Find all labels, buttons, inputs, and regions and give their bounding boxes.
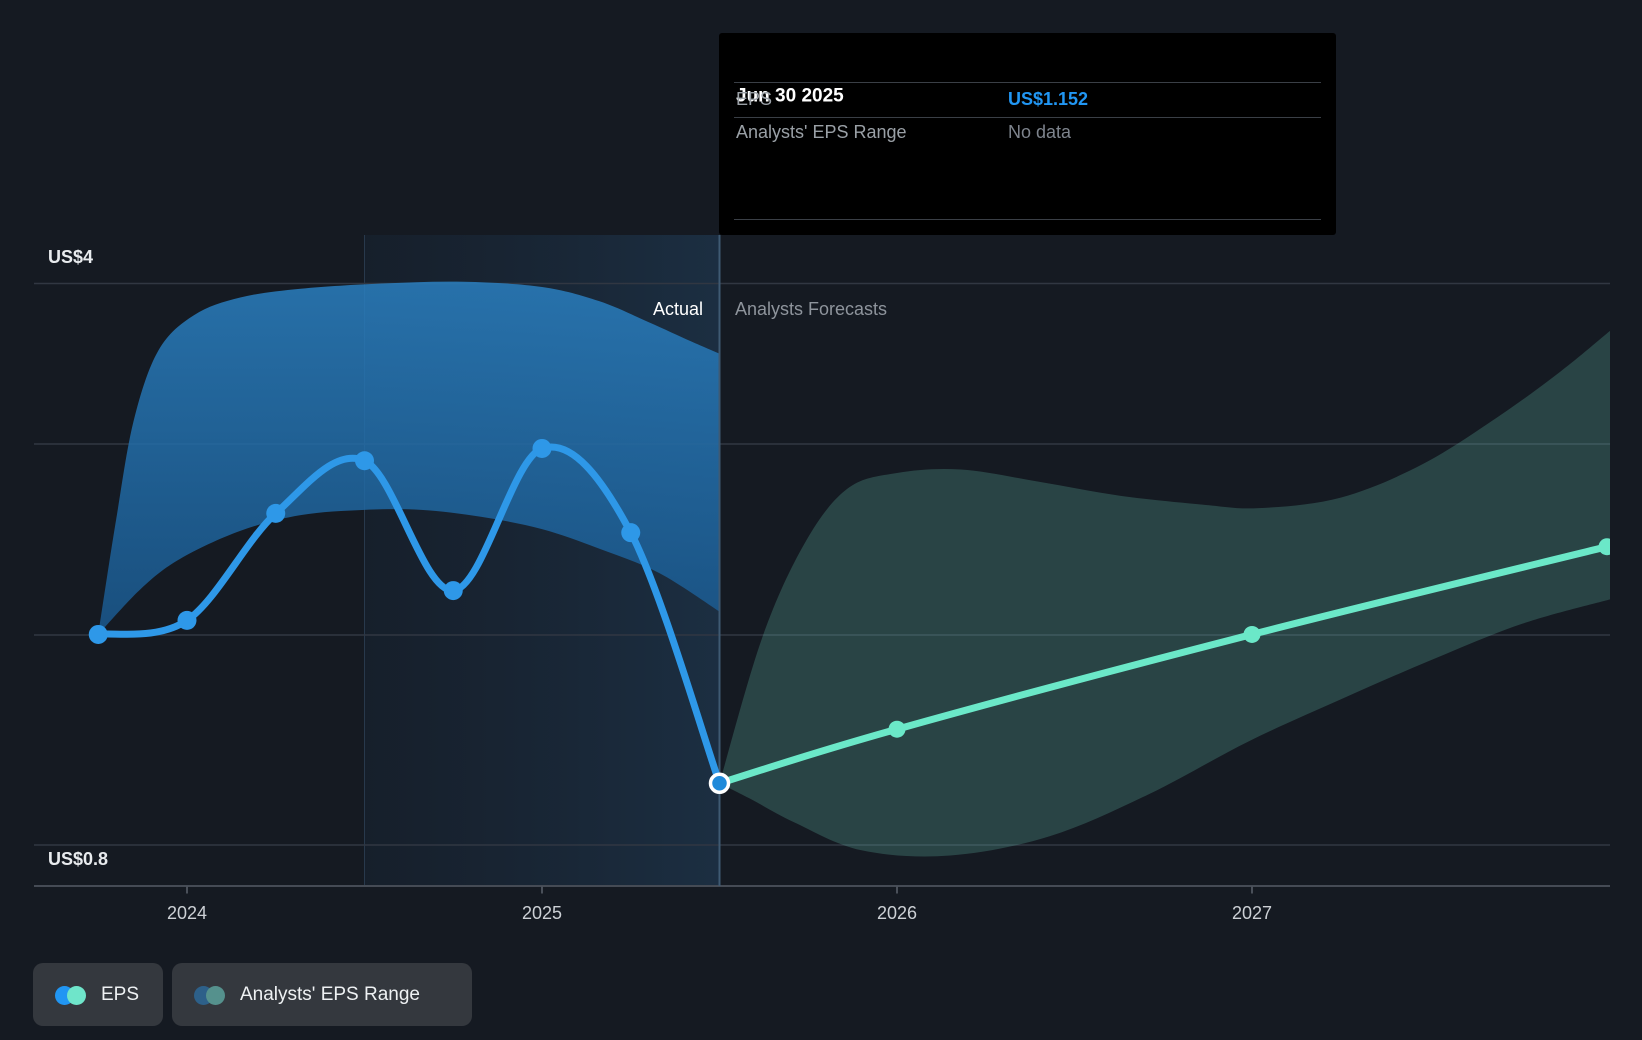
x-tick-label-2027: 2027 bbox=[1231, 903, 1273, 923]
phase-label-analysts-forecasts: Analysts Forecasts bbox=[735, 299, 888, 319]
legend-button-analysts-eps-range[interactable]: Analysts' EPS Range bbox=[172, 963, 472, 1026]
tooltip-row-label: EPS bbox=[736, 89, 773, 109]
tooltip-divider bbox=[734, 219, 1321, 220]
range-teal-dot-icon bbox=[206, 985, 225, 1005]
legend-swatch-eps bbox=[55, 985, 87, 1005]
phase-label-actual: Actual bbox=[652, 299, 703, 319]
legend-label-analysts-eps-range: Analysts' EPS Range bbox=[240, 983, 420, 1005]
x-tick-label-2026: 2026 bbox=[876, 903, 918, 923]
y-axis-label-min: US$0.8 bbox=[48, 849, 109, 869]
tooltip-date: Jun 30 2025 bbox=[736, 85, 844, 107]
chart-tooltip: Jun 30 2025 EPS US$1.152 Analysts' EPS R… bbox=[719, 33, 1336, 235]
y-axis-label-max: US$4 bbox=[48, 247, 94, 267]
legend-label-eps: EPS bbox=[101, 983, 140, 1005]
tooltip-row-label: Analysts' EPS Range bbox=[736, 122, 907, 142]
eps-teal-dot-icon bbox=[67, 985, 86, 1005]
x-tick-label-2024: 2024 bbox=[166, 903, 208, 923]
x-tick-label-2025: 2025 bbox=[521, 903, 563, 923]
tooltip-row-value: No data bbox=[1008, 122, 1072, 142]
legend-button-eps[interactable]: EPS bbox=[33, 963, 163, 1026]
tooltip-row-value: US$1.152 bbox=[1008, 89, 1089, 109]
legend-swatch-range bbox=[194, 985, 226, 1005]
tooltip-divider bbox=[734, 117, 1321, 118]
tooltip-divider bbox=[734, 82, 1321, 83]
